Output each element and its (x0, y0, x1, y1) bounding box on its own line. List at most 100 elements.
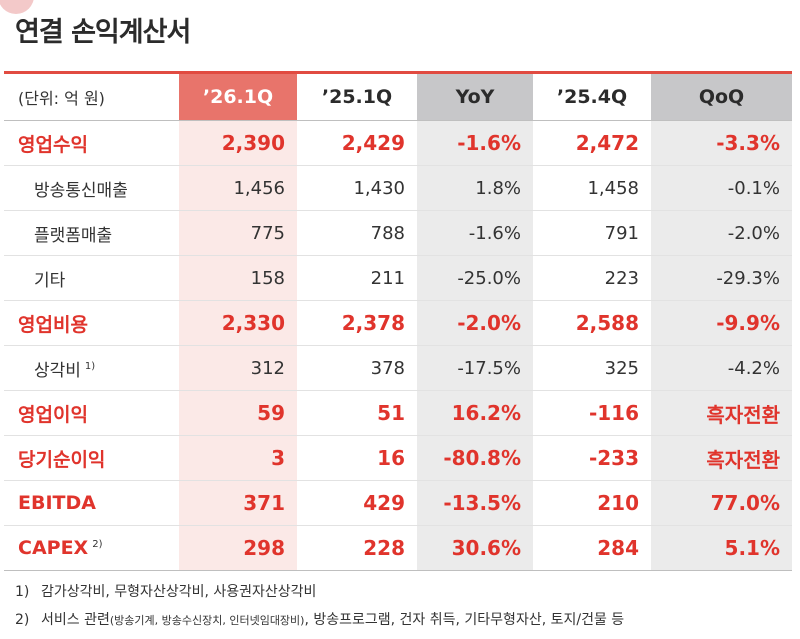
row-label-cell: CAPEX 2) (4, 525, 179, 571)
row-label-cell: 당기순이익 (4, 435, 179, 481)
table-row: CAPEX 2) 298 228 30.6% 284 5.1% (4, 525, 792, 571)
value-yoy: -2.0% (417, 300, 533, 346)
value-26-1q: 59 (179, 390, 297, 436)
column-header-qoq: QoQ (651, 71, 792, 121)
value-26-1q: 2,390 (179, 120, 297, 166)
value-qoq: -0.1% (651, 165, 792, 211)
value-25-4q: 2,588 (533, 300, 651, 346)
value-qoq: -4.2% (651, 345, 792, 391)
value-26-1q: 775 (179, 210, 297, 256)
value-25-4q: 325 (533, 345, 651, 391)
value-qoq: -9.9% (651, 300, 792, 346)
value-26-1q: 158 (179, 255, 297, 301)
value-25-1q: 211 (297, 255, 417, 301)
value-yoy: -1.6% (417, 120, 533, 166)
column-header-yoy: YoY (417, 71, 533, 121)
row-label-cell: 영업수익 (4, 120, 179, 166)
footnote-number: 1) (15, 584, 30, 600)
value-25-1q: 16 (297, 435, 417, 481)
income-statement-table: (단위: 억 원) ’26.1Q ’25.1Q YoY ’25.4Q QoQ 영… (4, 71, 792, 571)
footnote-detail: (방송기계, 방송수신장치, 인터넷임대장비) (109, 614, 305, 627)
column-header-26-1q: ’26.1Q (179, 71, 297, 121)
value-25-1q: 51 (297, 390, 417, 436)
value-25-4q: 2,472 (533, 120, 651, 166)
row-label: 당기순이익 (18, 448, 106, 471)
row-label-cell: 영업이익 (4, 390, 179, 436)
value-yoy: 30.6% (417, 525, 533, 571)
row-label: 기타 (34, 270, 66, 291)
value-yoy: -17.5% (417, 345, 533, 391)
row-label: 플랫폼매출 (34, 225, 113, 246)
row-label-cell: 영업비용 (4, 300, 179, 346)
row-label-cell: 방송통신매출 (4, 165, 179, 211)
value-26-1q: 312 (179, 345, 297, 391)
value-yoy: -80.8% (417, 435, 533, 481)
footnote-2: 2) 서비스 관련(방송기계, 방송수신장치, 인터넷임대장비), 방송프로그램,… (15, 606, 624, 634)
value-25-1q: 429 (297, 480, 417, 526)
table-row: EBITDA 371 429 -13.5% 210 77.0% (4, 480, 792, 526)
value-25-4q: -116 (533, 390, 651, 436)
unit-label: (단위: 억 원) (4, 71, 179, 121)
value-26-1q: 1,456 (179, 165, 297, 211)
value-yoy: 1.8% (417, 165, 533, 211)
row-label-cell: 상각비 1) (4, 345, 179, 391)
table-row: 방송통신매출 1,456 1,430 1.8% 1,458 -0.1% (4, 165, 792, 211)
footnote-text-rest: , 방송프로그램, 건자 취득, 기타무형자산, 토지/건물 등 (304, 612, 625, 628)
table-row: 영업이익 59 51 16.2% -116 흑자전환 (4, 390, 792, 436)
value-qoq: 흑자전환 (651, 435, 792, 481)
value-25-4q: 1,458 (533, 165, 651, 211)
column-header-25-4q: ’25.4Q (533, 71, 651, 121)
value-yoy: -13.5% (417, 480, 533, 526)
value-qoq: 흑자전환 (651, 390, 792, 436)
value-25-1q: 378 (297, 345, 417, 391)
table-row: 영업비용 2,330 2,378 -2.0% 2,588 -9.9% (4, 300, 792, 346)
footnote-text: 감가상각비, 무형자산상각비, 사용권자산상각비 (41, 584, 317, 600)
row-label: 방송통신매출 (34, 180, 128, 201)
page-title: 연결 손익계산서 (15, 17, 191, 48)
row-label: 영업수익 (18, 133, 88, 156)
table-row: 당기순이익 3 16 -80.8% -233 흑자전환 (4, 435, 792, 481)
value-qoq: 5.1% (651, 525, 792, 571)
footnotes: 1) 감가상각비, 무형자산상각비, 사용권자산상각비 2) 서비스 관련(방송기계… (15, 578, 624, 634)
row-label: CAPEX (18, 537, 89, 559)
table-row: 영업수익 2,390 2,429 -1.6% 2,472 -3.3% (4, 120, 792, 166)
table-row: 기타 158 211 -25.0% 223 -29.3% (4, 255, 792, 301)
value-26-1q: 3 (179, 435, 297, 481)
value-yoy: 16.2% (417, 390, 533, 436)
column-header-25-1q: ’25.1Q (297, 71, 417, 121)
table-row: 플랫폼매출 775 788 -1.6% 791 -2.0% (4, 210, 792, 256)
value-26-1q: 298 (179, 525, 297, 571)
value-25-4q: 284 (533, 525, 651, 571)
value-25-1q: 2,378 (297, 300, 417, 346)
value-qoq: -2.0% (651, 210, 792, 256)
value-qoq: -29.3% (651, 255, 792, 301)
row-label-cell: 기타 (4, 255, 179, 301)
row-label: 영업이익 (18, 403, 88, 426)
value-26-1q: 371 (179, 480, 297, 526)
table-row: 상각비 1) 312 378 -17.5% 325 -4.2% (4, 345, 792, 391)
footnote-text: 서비스 관련 (41, 612, 110, 628)
value-yoy: -25.0% (417, 255, 533, 301)
footnote-marker: 1) (84, 360, 96, 372)
value-26-1q: 2,330 (179, 300, 297, 346)
decorative-circle (0, 0, 34, 14)
row-label: 상각비 (34, 360, 81, 381)
footnote-number: 2) (15, 612, 30, 628)
value-yoy: -1.6% (417, 210, 533, 256)
value-25-4q: 223 (533, 255, 651, 301)
value-25-1q: 788 (297, 210, 417, 256)
value-25-1q: 228 (297, 525, 417, 571)
footnote-marker: 2) (92, 538, 103, 550)
row-label: 영업비용 (18, 313, 88, 336)
value-25-4q: 791 (533, 210, 651, 256)
row-label-cell: 플랫폼매출 (4, 210, 179, 256)
value-25-1q: 2,429 (297, 120, 417, 166)
value-qoq: 77.0% (651, 480, 792, 526)
value-qoq: -3.3% (651, 120, 792, 166)
value-25-1q: 1,430 (297, 165, 417, 211)
value-25-4q: -233 (533, 435, 651, 481)
table-header-row: (단위: 억 원) ’26.1Q ’25.1Q YoY ’25.4Q QoQ (4, 71, 792, 121)
row-label: EBITDA (18, 492, 96, 514)
value-25-4q: 210 (533, 480, 651, 526)
row-label-cell: EBITDA (4, 480, 179, 526)
